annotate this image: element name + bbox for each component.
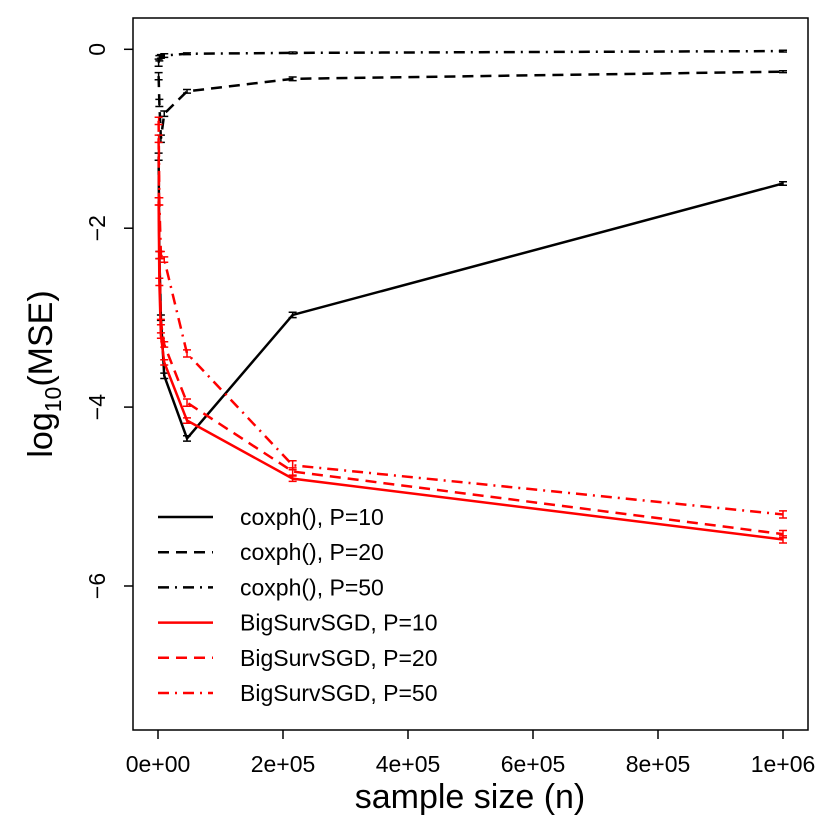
- error-bar: [183, 52, 192, 56]
- x-tick-label: 0e+00: [126, 751, 191, 777]
- error-bar: [160, 341, 169, 348]
- error-bar: [288, 475, 297, 483]
- error-bar: [779, 529, 787, 539]
- legend-label: coxph(), P=20: [240, 539, 384, 565]
- error-bar: [156, 318, 165, 326]
- error-bar: [183, 349, 192, 358]
- x-tick-label: 8e+05: [626, 751, 691, 777]
- y-title-prefix: log: [22, 412, 60, 457]
- y-tick-label: −4: [84, 394, 110, 420]
- plot-frame: [132, 17, 809, 731]
- error-bar: [779, 70, 787, 74]
- legend-label: coxph(), P=50: [240, 574, 384, 600]
- series-line: [157, 138, 784, 536]
- series-line: [157, 70, 784, 139]
- error-bar: [160, 256, 169, 263]
- error-bar: [183, 434, 192, 442]
- legend-label: BigSurvSGD, P=50: [240, 680, 438, 706]
- legend-label: BigSurvSGD, P=20: [240, 645, 438, 671]
- series-line: [157, 201, 784, 541]
- legend-label: coxph(), P=10: [240, 504, 384, 530]
- error-bar: [155, 197, 164, 206]
- error-bar: [183, 398, 192, 407]
- error-bar: [155, 98, 164, 108]
- y-tick-label: −6: [84, 573, 110, 599]
- error-bar: [183, 88, 192, 94]
- error-bar: [154, 116, 163, 126]
- error-bar: [160, 358, 169, 366]
- error-bar: [160, 53, 169, 59]
- legend-label: BigSurvSGD, P=10: [240, 610, 438, 636]
- error-bar: [154, 71, 163, 81]
- series-line: [157, 49, 784, 63]
- error-bar: [288, 311, 297, 319]
- error-bar: [288, 460, 297, 471]
- x-tick-label: 6e+05: [501, 751, 566, 777]
- error-bar: [779, 49, 787, 53]
- error-bar: [288, 51, 297, 55]
- x-axis-title: sample size (n): [355, 778, 586, 816]
- series-line: [157, 156, 784, 441]
- x-tick-label: 4e+05: [376, 751, 441, 777]
- y-tick-label: 0: [84, 43, 110, 56]
- y-axis-title: log10(MSE): [22, 290, 66, 457]
- error-bar: [779, 510, 787, 519]
- y-tick-label: −2: [84, 215, 110, 241]
- error-bar: [160, 372, 169, 380]
- x-tick-label: 2e+05: [251, 751, 316, 777]
- error-bar: [183, 417, 192, 424]
- error-bar: [160, 110, 169, 118]
- error-bar: [779, 180, 787, 187]
- y-title-subscript: 10: [40, 387, 66, 413]
- error-bar: [288, 76, 297, 82]
- x-tick-label: 1e+06: [751, 751, 816, 777]
- y-title-suffix: (MSE): [22, 290, 60, 386]
